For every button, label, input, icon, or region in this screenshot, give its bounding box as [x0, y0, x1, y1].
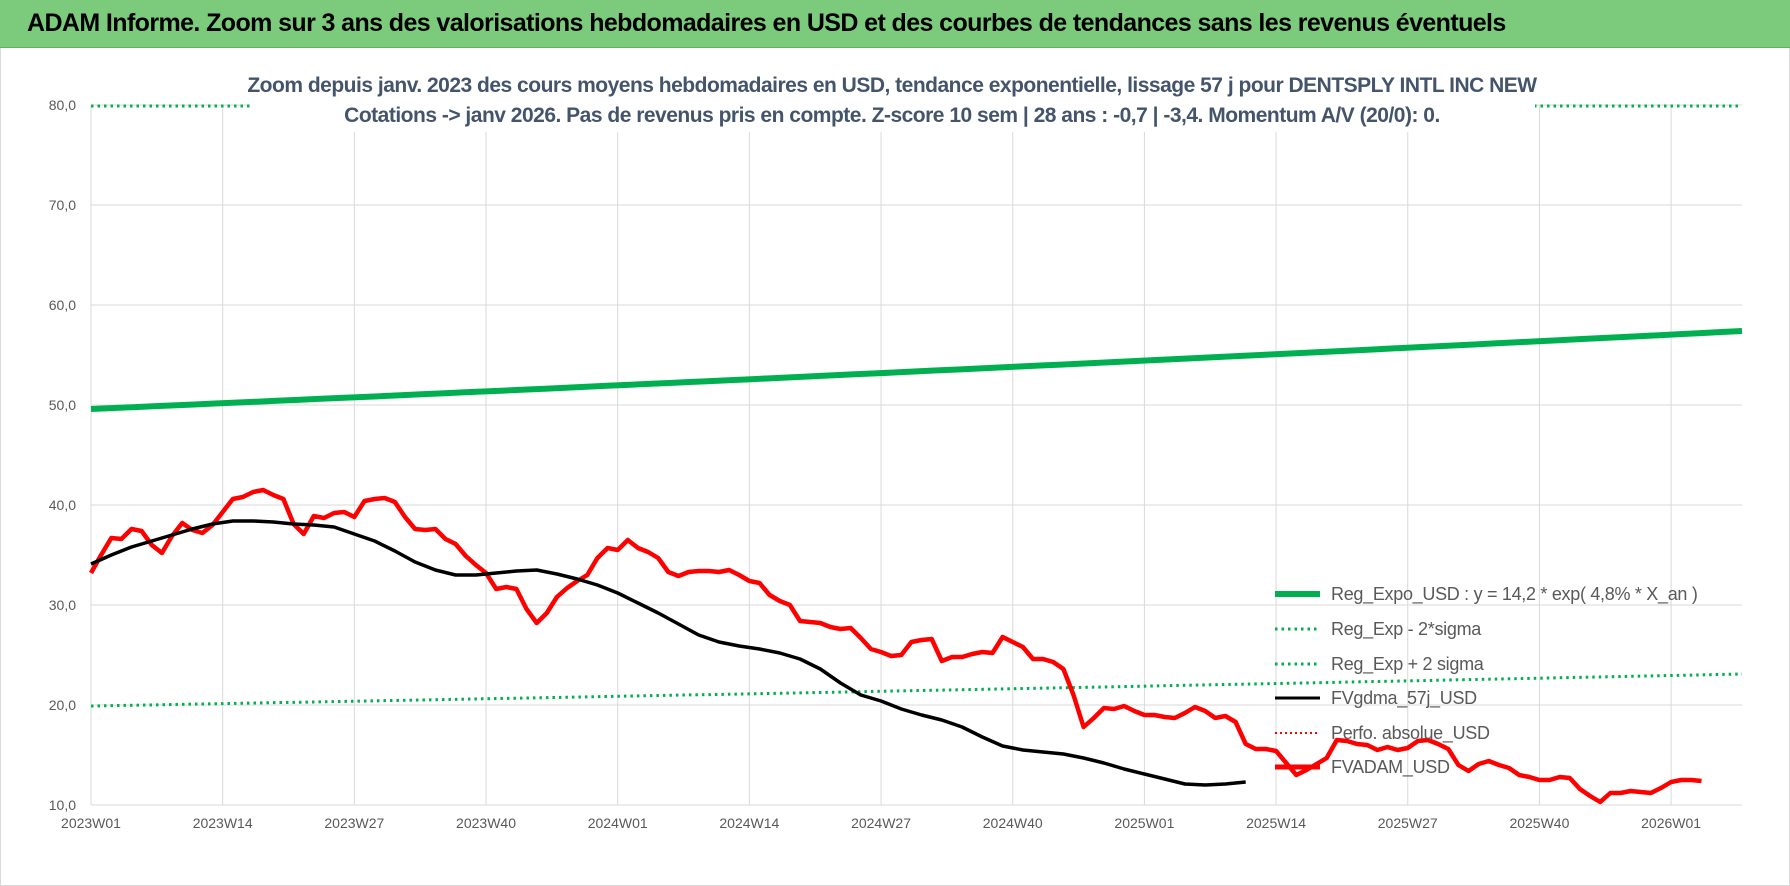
x-tick-label: 2025W40: [1509, 815, 1569, 831]
y-axis: 10,0 20,0 30,0 40,0 50,0 60,0 70,0 80,0: [49, 97, 76, 813]
y-tick-label: 80,0: [49, 97, 76, 113]
chart-subtitle-line-2: Cotations -> janv 2026. Pas de revenus p…: [344, 104, 1440, 127]
x-tick-label: 2023W40: [456, 815, 516, 831]
series-fv-adam: [89, 487, 1702, 805]
x-tick-label: 2024W01: [588, 815, 648, 831]
x-tick-label: 2023W01: [61, 815, 121, 831]
legend-label-lower-band: Reg_Exp - 2*sigma: [1331, 619, 1482, 640]
x-axis: 2023W01 2023W14 2023W27 2023W40 2024W01 2024W…: [61, 815, 1701, 831]
y-tick-label: 70,0: [49, 197, 76, 213]
sigma-bands: [90, 104, 1743, 708]
chart-gridlines: [90, 104, 1742, 806]
chart-legend: Reg_Expo_USD : y = 14,2 * exp( 4,8% * X_…: [1275, 584, 1698, 778]
x-tick-label: 2023W27: [324, 815, 384, 831]
subtitle-background: [250, 66, 1535, 132]
legend-label-perfo: Perfo. absolue_USD: [1331, 723, 1490, 744]
series-lower-band: [90, 672, 1743, 708]
legend-label-reg-expo: Reg_Expo_USD : y = 14,2 * exp( 4,8% * X_…: [1331, 584, 1698, 605]
chart-subtitle-line-1: Zoom depuis janv. 2023 des cours moyens …: [247, 74, 1537, 97]
chart-subtitle: Zoom depuis janv. 2023 des cours moyens …: [247, 74, 1537, 127]
y-tick-label: 30,0: [49, 597, 76, 613]
chart-series: [89, 328, 1743, 805]
x-tick-label: 2026W01: [1641, 815, 1701, 831]
y-tick-label: 10,0: [49, 797, 76, 813]
legend-label-upper-band: Reg_Exp + 2 sigma: [1331, 654, 1485, 675]
y-tick-label: 40,0: [49, 497, 76, 513]
legend-label-fv-adam: FVADAM_USD: [1331, 757, 1450, 778]
valuation-line-chart: 10,0 20,0 30,0 40,0 50,0 60,0 70,0 80,0 2023W01…: [49, 66, 1743, 831]
y-tick-label: 20,0: [49, 697, 76, 713]
x-tick-label: 2025W14: [1246, 815, 1306, 831]
x-tick-label: 2024W27: [851, 815, 911, 831]
report-banner: ADAM Informe. Zoom sur 3 ans des valoris…: [0, 0, 1790, 48]
x-tick-label: 2024W14: [719, 815, 779, 831]
x-tick-label: 2025W27: [1378, 815, 1438, 831]
y-tick-label: 50,0: [49, 397, 76, 413]
series-fv-gdma-57j: [90, 519, 1246, 787]
x-tick-label: 2023W14: [193, 815, 253, 831]
report-title: ADAM Informe. Zoom sur 3 ans des valoris…: [27, 9, 1506, 37]
legend-label-fv-gdma: FVgdma_57j_USD: [1331, 688, 1477, 709]
x-tick-label: 2025W01: [1114, 815, 1174, 831]
x-tick-label: 2024W40: [983, 815, 1043, 831]
series-reg-expo: [90, 328, 1743, 412]
y-tick-label: 60,0: [49, 297, 76, 313]
